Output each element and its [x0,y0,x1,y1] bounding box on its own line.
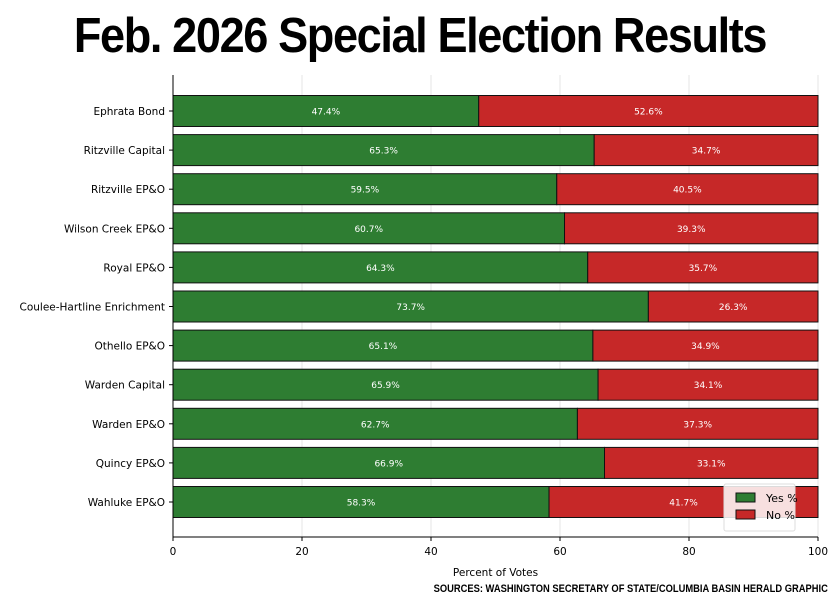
chart-title: Feb. 2026 Special Election Results [73,9,768,63]
bar-segment-yes [172,486,550,518]
data-label: 34.9% [691,342,720,352]
data-label: 47.4% [312,108,341,118]
x-tick-label: 20 [295,546,308,558]
x-tick-label: 80 [682,546,695,558]
y-tick-label: Warden Capital [85,380,165,392]
legend-label: No % [766,509,795,522]
bar-segment-yes [172,212,566,245]
y-tick-label: Ephrata Bond [93,106,165,118]
bar-segment-yes [172,290,649,323]
data-label: 60.7% [354,225,383,235]
bar-segment-no [478,95,819,127]
bar-segment-no [593,134,819,167]
y-tick-label: Othello EP&O [94,341,165,353]
data-label: 73.7% [396,303,425,313]
legend-swatch-no [735,509,756,520]
y-tick-label: Ritzville EP&O [91,184,165,196]
bar-segment-no [604,446,819,479]
data-label: 33.1% [697,459,726,469]
data-label: 39.3% [677,225,706,235]
bar-segment-yes [172,173,558,206]
x-tick-label: 60 [553,546,566,558]
bar-segment-yes [172,407,578,440]
data-label: 41.7% [669,499,698,509]
legend-label: Yes % [765,492,798,505]
data-label: 58.3% [347,499,376,509]
data-label: 62.7% [361,420,390,430]
bar-segment-no [564,212,819,245]
bar-segment-no [587,251,819,284]
sources-credit: SOURCES: WASHINGTON SECRETARY OF STATE/C… [433,583,828,595]
y-tick-label: Quincy EP&O [96,458,165,470]
bar-segment-no [556,173,819,206]
data-label: 34.1% [694,381,723,391]
bar-segment-yes [172,368,599,401]
y-tick-label: Wilson Creek EP&O [64,223,165,235]
data-label: 34.7% [692,147,721,157]
y-tick-label: Royal EP&O [103,262,165,274]
data-label: 66.9% [374,459,403,469]
legend-swatch-yes [735,492,756,503]
y-tick-label: Coulee-Hartline Enrichment [20,302,166,314]
y-tick-label: Wahluke EP&O [88,497,165,509]
bar-segment-no [576,407,819,440]
bar-segment-yes [172,446,606,479]
bar-segment-yes [172,251,589,284]
data-label: 52.6% [634,108,663,118]
data-label: 64.3% [366,264,395,274]
y-tick-label: Warden EP&O [92,419,165,431]
data-label: 40.5% [673,186,702,196]
bar-segment-no [592,329,819,362]
bar-segment-no [597,368,819,401]
bar-segment-no [647,290,819,323]
x-axis-label: Percent of Votes [453,567,538,579]
data-label: 65.3% [369,147,398,157]
data-label: 65.9% [371,381,400,391]
data-label: 37.3% [683,420,712,430]
x-tick-label: 100 [808,546,828,558]
x-tick-label: 40 [424,546,437,558]
data-label: 59.5% [351,186,380,196]
data-label: 65.1% [369,342,398,352]
data-label: 26.3% [719,303,748,313]
x-tick-label: 0 [170,546,177,558]
y-tick-label: Ritzville Capital [84,145,165,157]
data-label: 35.7% [689,264,718,274]
